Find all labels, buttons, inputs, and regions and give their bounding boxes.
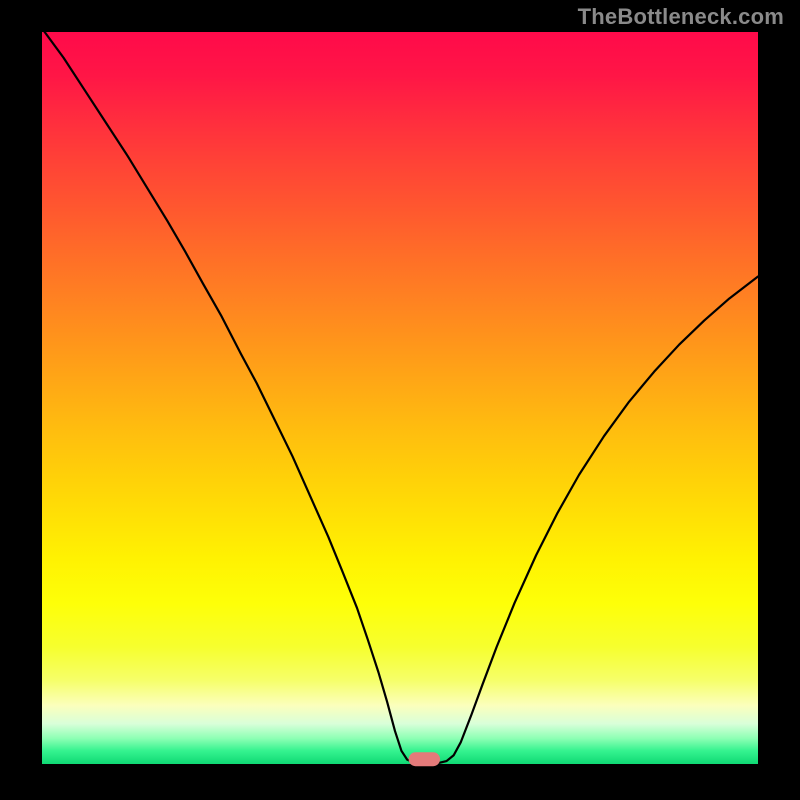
optimal-point-marker (409, 752, 441, 766)
plot-gradient-background (42, 32, 758, 764)
chart-container: TheBottleneck.com (0, 0, 800, 800)
bottleneck-curve-chart (0, 0, 800, 800)
watermark-label: TheBottleneck.com (578, 4, 784, 30)
